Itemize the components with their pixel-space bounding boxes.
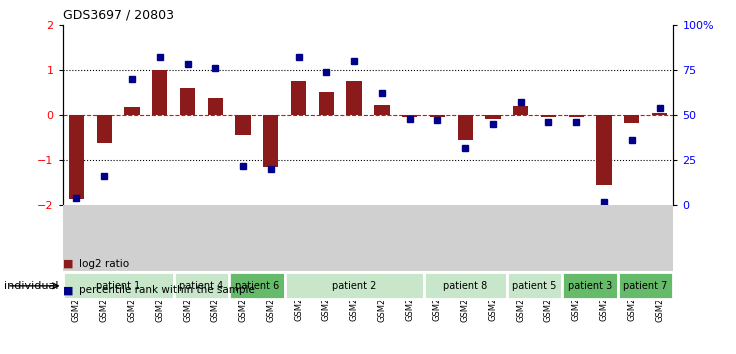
Bar (652, 113, 668, 115)
Text: log2 ratio: log2 ratio (79, 259, 129, 269)
Text: ■: ■ (63, 259, 73, 269)
Text: patient 7: patient 7 (623, 281, 668, 291)
Text: patient 4: patient 4 (180, 281, 224, 291)
Bar (96, 115, 112, 143)
Bar (285, 272, 423, 299)
Bar (152, 70, 167, 115)
Bar (347, 81, 362, 115)
Bar (180, 88, 195, 115)
Text: patient 8: patient 8 (443, 281, 487, 291)
Text: percentile rank within the sample: percentile rank within the sample (79, 285, 255, 295)
Text: patient 5: patient 5 (512, 281, 557, 291)
Bar (291, 81, 306, 115)
Text: patient 6: patient 6 (235, 281, 279, 291)
Text: patient 2: patient 2 (332, 281, 376, 291)
Text: individual: individual (4, 281, 58, 291)
Bar (541, 115, 556, 117)
Bar (68, 115, 84, 199)
Bar (458, 115, 473, 140)
Bar (485, 115, 500, 119)
Bar (208, 98, 223, 115)
Bar (374, 105, 389, 115)
Text: patient 3: patient 3 (568, 281, 612, 291)
Text: patient 1: patient 1 (96, 281, 141, 291)
Bar (513, 106, 528, 115)
Bar (263, 115, 278, 167)
Bar (63, 272, 174, 299)
Bar (624, 115, 640, 123)
Bar (423, 272, 507, 299)
Text: GDS3697 / 20803: GDS3697 / 20803 (63, 8, 174, 21)
Bar (430, 115, 445, 117)
Bar (507, 272, 562, 299)
Bar (562, 272, 618, 299)
Bar (596, 115, 612, 185)
Text: ■: ■ (63, 285, 73, 295)
Bar (569, 115, 584, 117)
Bar (174, 272, 229, 299)
Bar (236, 115, 251, 135)
Bar (402, 115, 417, 117)
Bar (319, 92, 334, 115)
Bar (124, 107, 140, 115)
Bar (618, 272, 673, 299)
Bar (229, 272, 285, 299)
